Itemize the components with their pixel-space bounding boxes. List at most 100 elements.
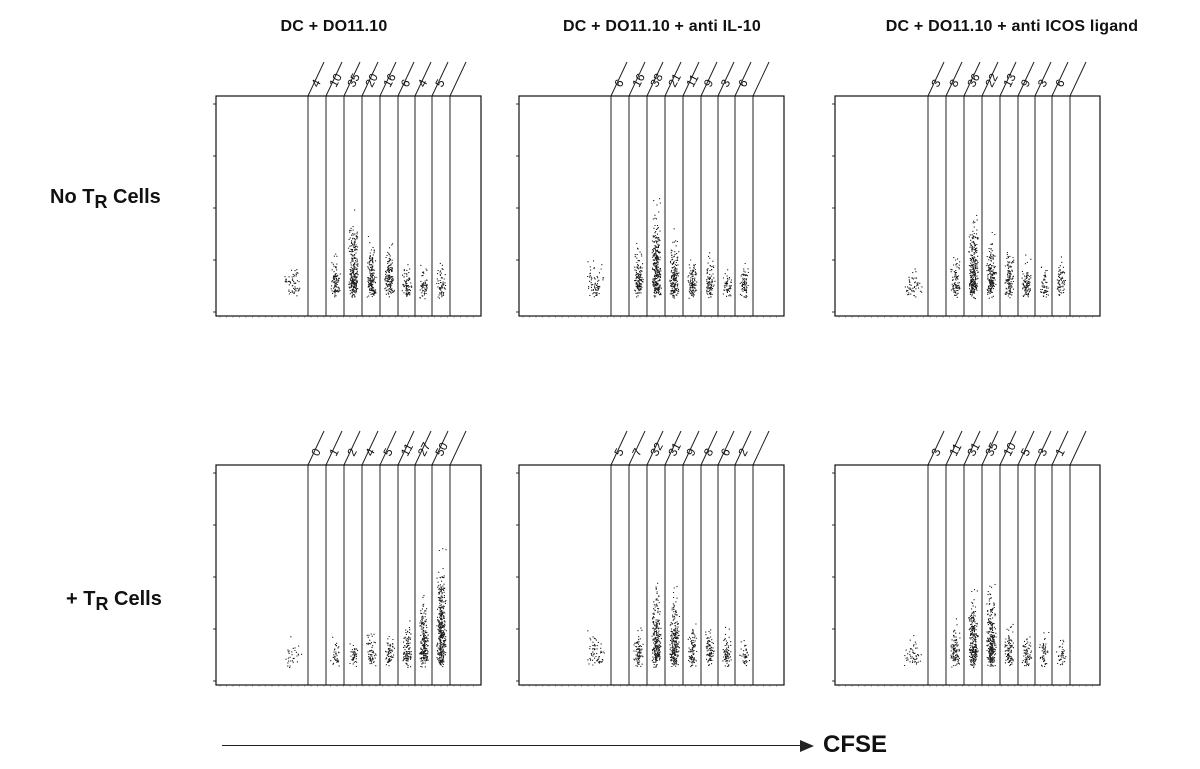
gate-percentage-label: 27: [415, 440, 434, 459]
gate-header-line: [431, 61, 449, 97]
gate-percentage-label: 9: [1018, 77, 1034, 90]
gate-percentage-label: 35: [982, 440, 1001, 459]
plot-frame: [834, 95, 1101, 317]
gate-percentage-label: 3: [718, 77, 734, 90]
gate-percentage-label: 3: [1035, 77, 1051, 90]
gate-percentage-label: 10: [1000, 440, 1019, 459]
gate-header-line: [700, 61, 718, 97]
gate-header-line: [343, 61, 361, 97]
gate-header-line: [646, 430, 664, 466]
plot-panel-row2-col3: 3 11 31 35 105 3 1: [832, 430, 1101, 687]
gate-percentage-label: 16: [380, 71, 399, 90]
gate-percentage-label: 4: [415, 77, 431, 90]
gate-percentage-label: 5: [1018, 446, 1034, 459]
gate-header-line: [646, 61, 664, 97]
gate-header-line: [999, 61, 1017, 97]
plot-panel-row1-col1: 4 10 35 20 166 4 5: [213, 61, 482, 318]
gate-header-line: [1051, 430, 1069, 466]
cfse-axis-label: CFSE: [823, 731, 888, 758]
gate-header-line: [361, 430, 379, 466]
gate-header-line: [307, 430, 325, 466]
gate-header-line: [734, 61, 752, 97]
gate-header-line: [628, 430, 646, 466]
gate-header-line: [307, 61, 325, 97]
gate-header-line: [361, 61, 379, 97]
gate-percentage-label: 8: [701, 446, 717, 459]
gate-header-line: [343, 430, 361, 466]
gate-percentage-label: 20: [362, 71, 381, 90]
gate-header-line: [927, 61, 945, 97]
column-title-3: DC + DO11.10 + anti ICOS ligand: [885, 18, 1139, 35]
gate-header-line: [999, 430, 1017, 466]
scatter-events: [904, 583, 1067, 668]
gate-header-line: [431, 430, 449, 466]
plot-frame: [518, 95, 785, 317]
scatter-events: [904, 214, 1066, 300]
gate-header-line: [1034, 61, 1052, 97]
gate-header-line: [945, 430, 963, 466]
gate-header-line: [682, 430, 700, 466]
gate-header-line: [1034, 430, 1052, 466]
column-title-1: DC + DO11.10: [280, 18, 388, 35]
plot-panel-row1-col3: 3 8 36 22 139 3 6: [832, 61, 1101, 318]
gate-header-line: [700, 430, 718, 466]
gate-header-line: [397, 61, 415, 97]
gate-header-line: [963, 61, 981, 97]
gate-header-line: [610, 61, 628, 97]
gate-header-line: [414, 430, 432, 466]
gate-percentage-label: 13: [1000, 71, 1019, 90]
gate-header-line: [628, 61, 646, 97]
gate-header-line: [945, 61, 963, 97]
gate-percentage-label: 31: [964, 440, 983, 459]
scatter-events: [284, 209, 447, 300]
gate-header-line: [981, 430, 999, 466]
gate-header-line: [325, 430, 343, 466]
gate-header-line: [664, 430, 682, 466]
gate-header-line: [397, 430, 415, 466]
gate-header-line: [963, 430, 981, 466]
gate-percentage-label: 10: [326, 71, 345, 90]
row-label-no-tr-cells: No TR Cells: [50, 186, 161, 212]
scatter-events: [587, 198, 749, 299]
gate-header-line: [752, 430, 770, 466]
gate-header-line: [610, 430, 628, 466]
gate-header-line: [1017, 430, 1035, 466]
plot-panel-row2-col2: 5 7 32 31 9 8 6 2: [516, 430, 785, 687]
gate-header-line: [752, 61, 770, 97]
gate-header-line: [1069, 61, 1087, 97]
gate-header-line: [1017, 61, 1035, 97]
gate-percentage-label: 16: [629, 71, 648, 90]
cfse-axis-arrow: [222, 745, 804, 746]
gate-percentage-label: 38: [647, 71, 666, 90]
plot-frame: [215, 95, 482, 317]
scatter-events: [587, 582, 750, 668]
gate-header-line: [682, 61, 700, 97]
plot-frame: [215, 464, 482, 686]
gate-header-line: [717, 430, 735, 466]
plot-frame: [834, 464, 1101, 686]
gate-header-line: [379, 61, 397, 97]
gate-percentage-label: 11: [946, 441, 964, 459]
gate-percentage-label: 32: [647, 440, 666, 459]
gate-header-line: [981, 61, 999, 97]
gate-percentage-label: 6: [398, 77, 414, 90]
cfse-arrow-head-icon: [800, 740, 814, 752]
gate-header-line: [325, 61, 343, 97]
gate-header-line: [1069, 430, 1087, 466]
plot-panel-row1-col2: 6 16 38 21 11 9 3 6: [516, 61, 785, 318]
gate-header-line: [1051, 61, 1069, 97]
scatter-events: [285, 548, 447, 669]
column-title-2: DC + DO11.10 + anti IL-10: [563, 18, 761, 35]
gate-percentage-label: 3: [1035, 446, 1051, 459]
gate-header-line: [379, 430, 397, 466]
gate-percentage-label: 9: [701, 77, 717, 90]
gate-percentage-label: 11: [683, 72, 701, 90]
gate-percentage-label: 31: [665, 440, 684, 459]
gate-header-line: [449, 430, 467, 466]
gate-percentage-label: 22: [982, 71, 1001, 90]
gate-header-line: [449, 61, 467, 97]
gate-percentage-label: 36: [964, 71, 983, 90]
row-label-plus-tr-cells: + TR Cells: [66, 588, 162, 614]
